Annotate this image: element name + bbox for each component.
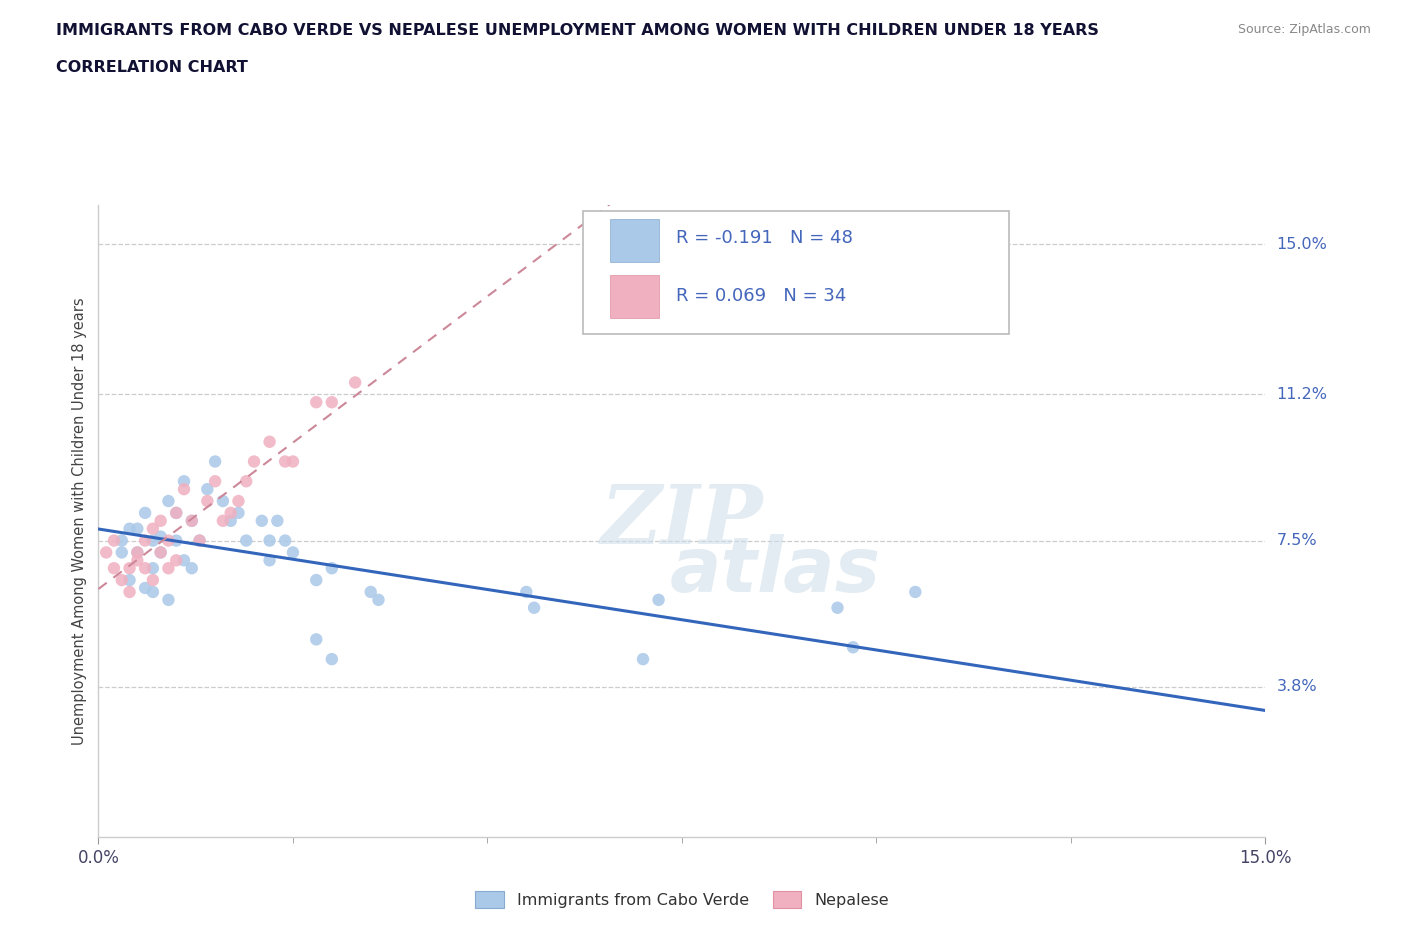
Point [235,474,257,489]
Point [243,454,266,469]
Point [259,434,281,449]
Point [111,533,134,548]
Point [157,533,180,548]
Point [180,513,202,528]
Point [180,561,202,576]
Point [259,552,281,567]
Point [103,561,125,576]
Text: 7.5%: 7.5% [1277,533,1317,548]
Point [149,545,172,560]
Point [305,632,328,647]
Text: 11.2%: 11.2% [1277,387,1327,402]
Point [259,533,281,548]
Point [281,545,304,560]
Text: atlas: atlas [669,535,880,608]
Point [188,533,211,548]
Point [344,375,367,390]
Point [904,585,927,600]
Point [134,561,156,576]
Point [360,585,382,600]
Point [142,521,165,536]
Point [321,652,343,667]
Point [134,506,156,521]
Point [235,533,257,548]
Point [204,454,226,469]
Point [173,474,195,489]
Point [250,513,273,528]
Text: R = -0.191   N = 48: R = -0.191 N = 48 [676,229,853,247]
Point [134,580,156,595]
Point [165,506,187,521]
Point [103,533,125,548]
Point [142,573,165,588]
Point [127,545,149,560]
Point [212,513,235,528]
Point [111,573,134,588]
Point [523,601,546,616]
Point [127,552,149,567]
Point [219,506,242,521]
Point [127,545,149,560]
Point [96,545,118,560]
Point [118,573,141,588]
Point [118,561,141,576]
Point [647,592,669,607]
Point [173,482,195,497]
Point [142,533,165,548]
Point [118,521,141,536]
Point [631,652,654,667]
Point [165,533,187,548]
Point [827,601,849,616]
Point [149,513,172,528]
Bar [610,275,658,318]
Text: CORRELATION CHART: CORRELATION CHART [56,60,247,75]
Point [149,529,172,544]
Point [173,552,195,567]
Point [274,533,297,548]
Point [195,494,218,509]
Point [118,585,141,600]
Point [321,394,343,409]
Point [127,521,149,536]
Point [228,494,250,509]
Point [165,506,187,521]
Text: IMMIGRANTS FROM CABO VERDE VS NEPALESE UNEMPLOYMENT AMONG WOMEN WITH CHILDREN UN: IMMIGRANTS FROM CABO VERDE VS NEPALESE U… [56,23,1099,38]
Point [212,494,235,509]
Bar [610,219,658,261]
Point [195,482,218,497]
Point [219,513,242,528]
Point [515,585,537,600]
Point [142,585,165,600]
Text: R = 0.069   N = 34: R = 0.069 N = 34 [676,287,846,305]
Point [367,592,389,607]
Point [180,513,202,528]
Point [842,640,865,655]
Point [281,454,304,469]
Point [266,513,288,528]
Point [149,545,172,560]
Point [204,474,226,489]
Text: 3.8%: 3.8% [1277,679,1317,695]
Point [188,533,211,548]
Point [321,561,343,576]
Point [111,545,134,560]
Point [1294,751,1316,765]
Point [157,561,180,576]
Text: ZIP: ZIP [600,481,763,561]
Text: 15.0%: 15.0% [1277,236,1327,252]
Point [305,573,328,588]
Point [305,394,328,409]
Point [134,533,156,548]
Point [228,506,250,521]
Legend: Immigrants from Cabo Verde, Nepalese: Immigrants from Cabo Verde, Nepalese [468,884,896,914]
FancyBboxPatch shape [582,211,1008,334]
Point [142,561,165,576]
Text: Source: ZipAtlas.com: Source: ZipAtlas.com [1237,23,1371,36]
Point [165,552,187,567]
Point [157,494,180,509]
Point [274,454,297,469]
Y-axis label: Unemployment Among Women with Children Under 18 years: Unemployment Among Women with Children U… [72,297,87,745]
Point [157,592,180,607]
